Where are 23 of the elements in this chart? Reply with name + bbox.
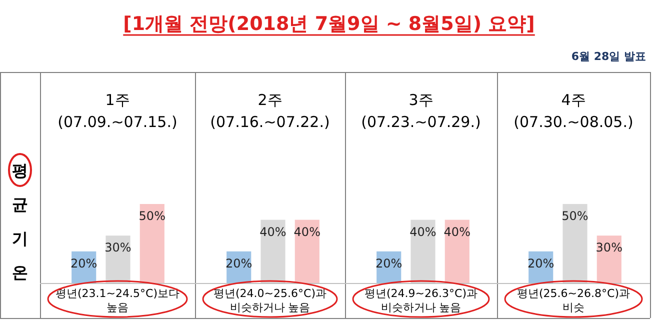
data-label: 20% [528, 256, 554, 270]
data-label: 50% [562, 209, 588, 223]
data-label: 40% [410, 224, 436, 239]
chart-title: 4주 (07.30.~08.05.) [514, 91, 634, 131]
chart-title: 2주 (07.16.~07.22.) [210, 91, 330, 131]
text: [1개월 전망(2018년 7월9일 ~ 8월5일) 요약] [123, 13, 535, 35]
chart-title: 3주 (07.23.~07.29.) [361, 91, 481, 131]
text: 평년(24.0~25.6°C)과 비슷하거나 높음 [214, 287, 326, 314]
data-label: 40% [444, 224, 470, 239]
text: 6월 28일 발표 [571, 50, 646, 63]
text: 평년(23.1~24.5°C)보다 높음 [56, 287, 180, 314]
data-label: 20% [376, 256, 402, 270]
text: 평년(25.6~26.8°C)과 비슷 [517, 287, 630, 314]
y-axis-title: 평균기온 [12, 161, 28, 282]
data-label: 20% [70, 256, 98, 270]
chart-title: 1주 (07.09.~07.15.) [58, 91, 178, 131]
data-label: 30% [596, 240, 622, 255]
data-label: 50% [138, 209, 166, 223]
data-label: 40% [260, 224, 286, 239]
data-label: 30% [104, 240, 132, 255]
data-label: 20% [226, 256, 252, 270]
data-label: 40% [294, 224, 320, 239]
text: 평년(24.9~26.3°C)과 비슷하거나 높음 [364, 287, 478, 314]
